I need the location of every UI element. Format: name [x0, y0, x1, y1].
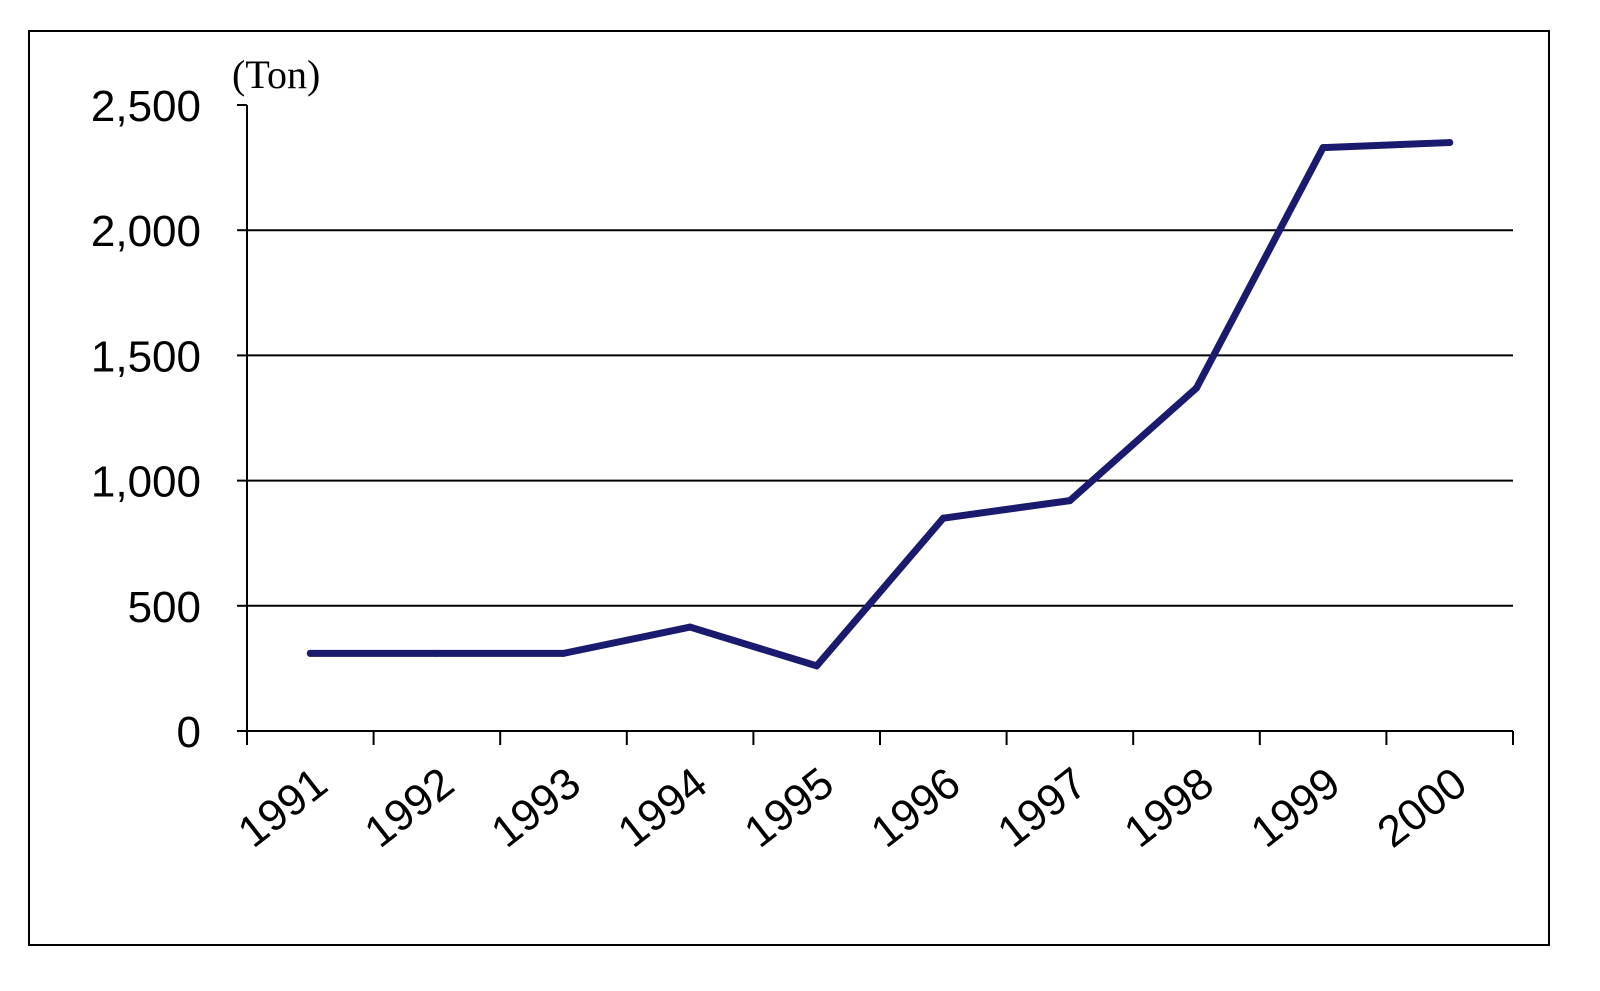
y-tick-label-3: 1,500 — [91, 332, 201, 381]
series-group — [306, 139, 1454, 670]
data-point-1994 — [686, 623, 694, 631]
data-point-2000 — [1446, 139, 1454, 147]
data-point-1993 — [560, 649, 567, 657]
y-tick-label-5: 2,500 — [91, 82, 201, 131]
y-axis-unit-label: (Ton) — [232, 52, 320, 97]
y-tick-label-1: 500 — [128, 583, 201, 632]
data-point-1995 — [813, 662, 821, 670]
x-tick-label-1996: 1996 — [862, 758, 969, 857]
data-point-1999 — [1319, 144, 1327, 152]
gridlines — [247, 229, 1513, 607]
x-tick-label-1999: 1999 — [1242, 758, 1349, 857]
data-point-1996 — [939, 514, 947, 522]
x-tick-label-2000: 2000 — [1369, 758, 1476, 857]
x-tick-label-1993: 1993 — [482, 758, 589, 857]
x-tick-label-1995: 1995 — [736, 758, 843, 857]
y-tick-label-0: 0 — [177, 708, 201, 757]
y-tick-label-4: 2,000 — [91, 207, 201, 256]
data-point-1991 — [306, 649, 314, 657]
chart-frame — [28, 30, 1550, 946]
x-tick-label-1991: 1991 — [229, 758, 336, 857]
x-tick-label-1997: 1997 — [989, 758, 1096, 857]
x-tick-label-1992: 1992 — [356, 758, 463, 857]
y-tick-labels: 0 500 1,000 1,500 2,000 2,500 — [91, 82, 201, 757]
data-point-1998 — [1193, 384, 1200, 392]
x-tick-labels: 1991 1992 1993 1994 1995 1996 1997 1998 1999 2000 — [229, 758, 1476, 857]
axes — [237, 104, 1514, 745]
series-line-0 — [306, 139, 1454, 670]
data-point-1992 — [433, 649, 441, 657]
y-tick-label-2: 1,000 — [91, 458, 201, 507]
x-tick-label-1994: 1994 — [609, 758, 716, 857]
x-tick-label-1998: 1998 — [1115, 758, 1222, 857]
data-point-1997 — [1066, 497, 1074, 505]
